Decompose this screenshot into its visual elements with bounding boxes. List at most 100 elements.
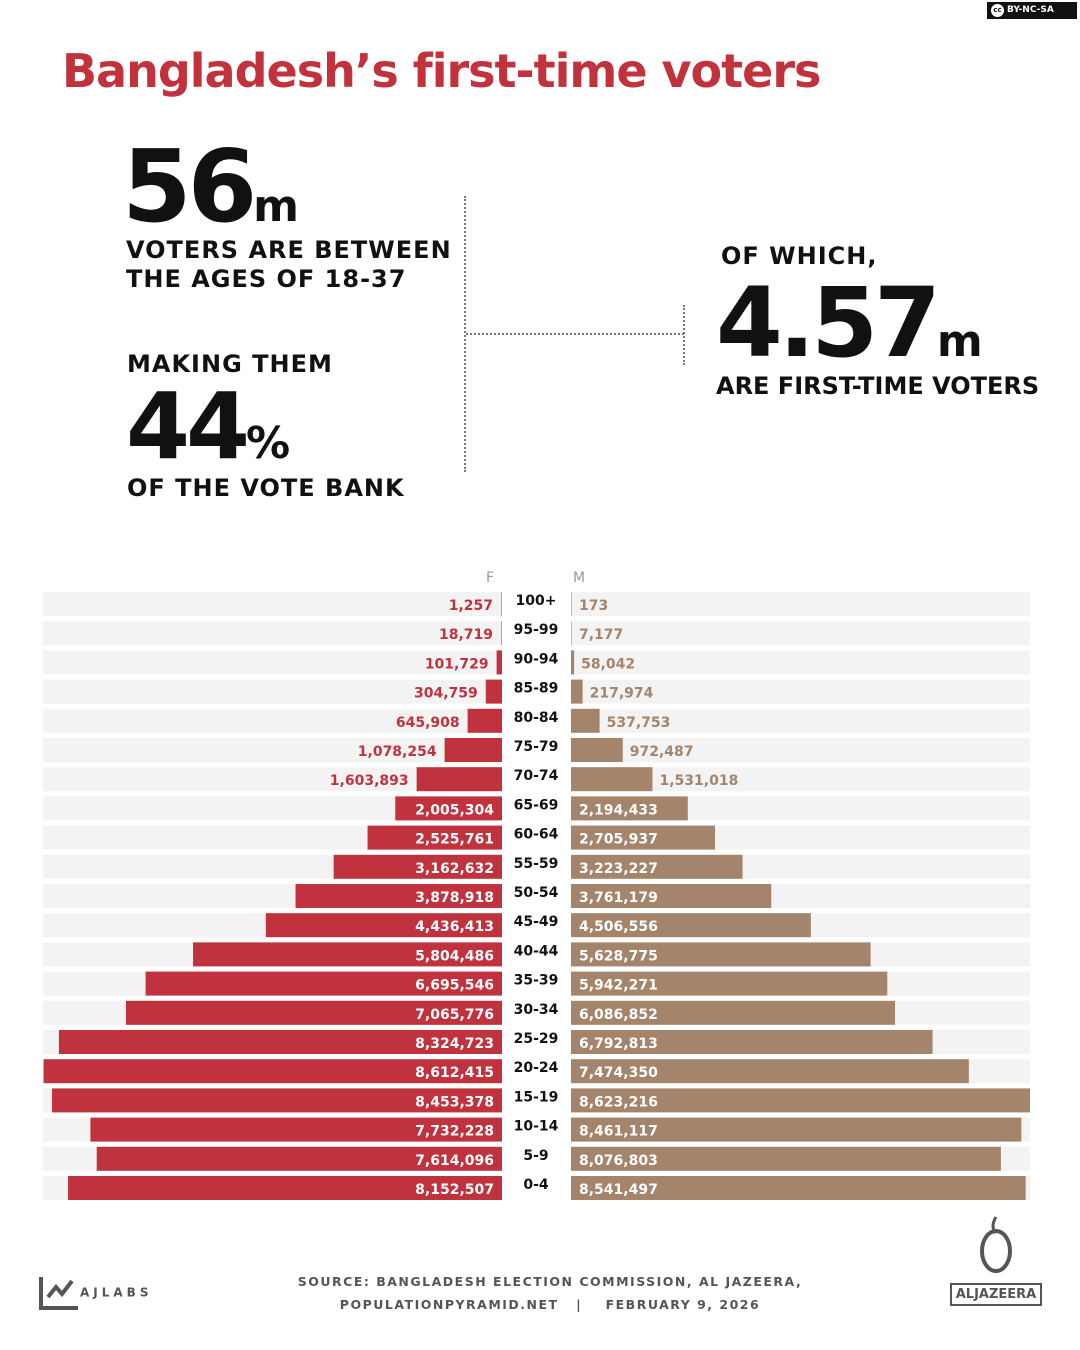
first-value: 4.57 <box>716 267 941 379</box>
age-group-label: 85-89 <box>514 681 559 697</box>
label-female: 1,078,254 <box>358 744 437 760</box>
row-bg-female <box>43 621 502 646</box>
age-group-label: 10-14 <box>514 1119 559 1135</box>
bar-female <box>467 708 502 733</box>
bar-female <box>485 679 502 704</box>
label-male: 58,042 <box>581 656 635 672</box>
bar-female <box>496 650 502 675</box>
label-male: 8,076,803 <box>579 1153 658 1169</box>
share-stat: 44% <box>126 381 290 473</box>
license-text: BY-NC-SA <box>1007 5 1054 15</box>
voters-caption-1: VOTERS ARE BETWEEN <box>126 236 452 264</box>
row-bg-male <box>571 738 1030 762</box>
label-male: 5,942,271 <box>579 978 658 994</box>
label-female: 4,436,413 <box>415 919 494 935</box>
bar-male <box>571 1030 933 1054</box>
age-group-label: 95-99 <box>514 622 559 638</box>
aljazeera-calligraphy-icon <box>980 1216 1012 1273</box>
bar-male <box>571 1146 1001 1171</box>
first-caption: ARE FIRST-TIME VOTERS <box>716 372 1040 400</box>
label-female: 1,257 <box>449 598 493 614</box>
bar-female <box>295 884 502 908</box>
bar-female <box>416 767 502 792</box>
bar-male <box>571 1059 969 1084</box>
bar-female <box>501 592 502 616</box>
bar-male <box>571 679 583 704</box>
bar-male <box>571 854 743 879</box>
label-male: 3,761,179 <box>579 890 658 906</box>
age-group-label: 70-74 <box>514 768 559 784</box>
label-male: 6,792,813 <box>579 1036 658 1052</box>
bar-female <box>145 971 502 996</box>
voters-value: 56 <box>122 128 257 245</box>
label-female: 2,005,304 <box>415 802 494 818</box>
voters-stat: 56m <box>122 137 299 237</box>
label-male: 5,628,775 <box>579 948 658 964</box>
first-intro: OF WHICH, <box>721 242 878 270</box>
bar-female <box>395 796 502 821</box>
row-bg-female <box>43 679 502 704</box>
row-bg-female <box>43 650 502 675</box>
source-note: SOURCE: BANGLADESH ELECTION COMMISSION, … <box>250 1270 850 1316</box>
label-male: 4,506,556 <box>579 919 658 935</box>
bar-female <box>444 738 502 762</box>
label-female: 8,453,378 <box>415 1094 494 1110</box>
age-group-label: 35-39 <box>514 973 559 989</box>
first-stat: 4.57m <box>716 275 983 371</box>
label-male: 173 <box>579 598 608 614</box>
first-unit: m <box>936 316 983 367</box>
age-group-label: 0-4 <box>523 1177 549 1193</box>
bar-female <box>367 825 502 850</box>
row-bg-male <box>571 650 1030 675</box>
label-male: 217,974 <box>590 686 654 702</box>
label-female: 7,614,096 <box>415 1153 494 1169</box>
cc-icon: cc <box>991 4 1004 17</box>
age-group-label: 30-34 <box>514 1002 559 1018</box>
population-pyramid-chart: F M 1,257 173 100+ 18,719 7,177 95-99 101,729 5… <box>43 570 1030 1200</box>
divider-vertical <box>464 196 466 472</box>
bar-male <box>571 738 623 762</box>
legend-female: F <box>486 570 494 586</box>
label-female: 645,908 <box>396 715 460 731</box>
bar-female <box>90 1117 502 1142</box>
bar-male <box>571 1117 1022 1142</box>
label-female: 3,878,918 <box>415 890 494 906</box>
label-female: 5,804,486 <box>415 948 494 964</box>
bar-male <box>571 1176 1026 1200</box>
age-group-label: 65-69 <box>514 797 559 813</box>
label-female: 7,732,228 <box>415 1124 494 1140</box>
bar-female <box>501 621 502 646</box>
share-intro: MAKING THEM <box>127 350 333 378</box>
label-male: 2,705,937 <box>579 832 658 848</box>
bar-female <box>125 1000 503 1025</box>
row-bg-male <box>571 679 1030 704</box>
bar-male <box>571 825 716 850</box>
bar-male <box>571 942 871 967</box>
label-male: 2,194,433 <box>579 802 658 818</box>
license-badge: cc BY-NC-SA <box>987 2 1077 19</box>
label-male: 972,487 <box>630 744 694 760</box>
row-bg-male <box>571 708 1030 733</box>
aljazeera-logo: ALJAZEERA <box>950 1215 1042 1306</box>
bar-female <box>96 1146 503 1171</box>
age-group-label: 45-49 <box>514 914 559 930</box>
label-male: 7,177 <box>579 627 623 643</box>
row-bg-female <box>43 708 502 733</box>
label-female: 3,162,632 <box>415 861 494 877</box>
aljazeera-text: ALJAZEERA <box>950 1283 1042 1306</box>
bar-female <box>43 1059 502 1084</box>
label-female: 6,695,546 <box>415 978 494 994</box>
label-female: 1,603,893 <box>330 773 409 789</box>
source-line-2: POPULATIONPYRAMID.NET | FEBRUARY 9, 2026 <box>339 1297 761 1312</box>
row-bg-male <box>571 592 1030 616</box>
age-group-label: 90-94 <box>514 651 559 667</box>
bar-male <box>571 884 772 908</box>
label-female: 101,729 <box>425 656 489 672</box>
age-group-label: 15-19 <box>514 1089 559 1105</box>
age-group-label: 5-9 <box>523 1148 548 1164</box>
row-bg-female <box>43 738 502 762</box>
label-male: 8,623,216 <box>579 1094 658 1110</box>
label-female: 8,152,507 <box>415 1182 494 1198</box>
age-group-label: 60-64 <box>514 827 559 843</box>
ajlabs-logo: AJLABS <box>38 1275 152 1311</box>
